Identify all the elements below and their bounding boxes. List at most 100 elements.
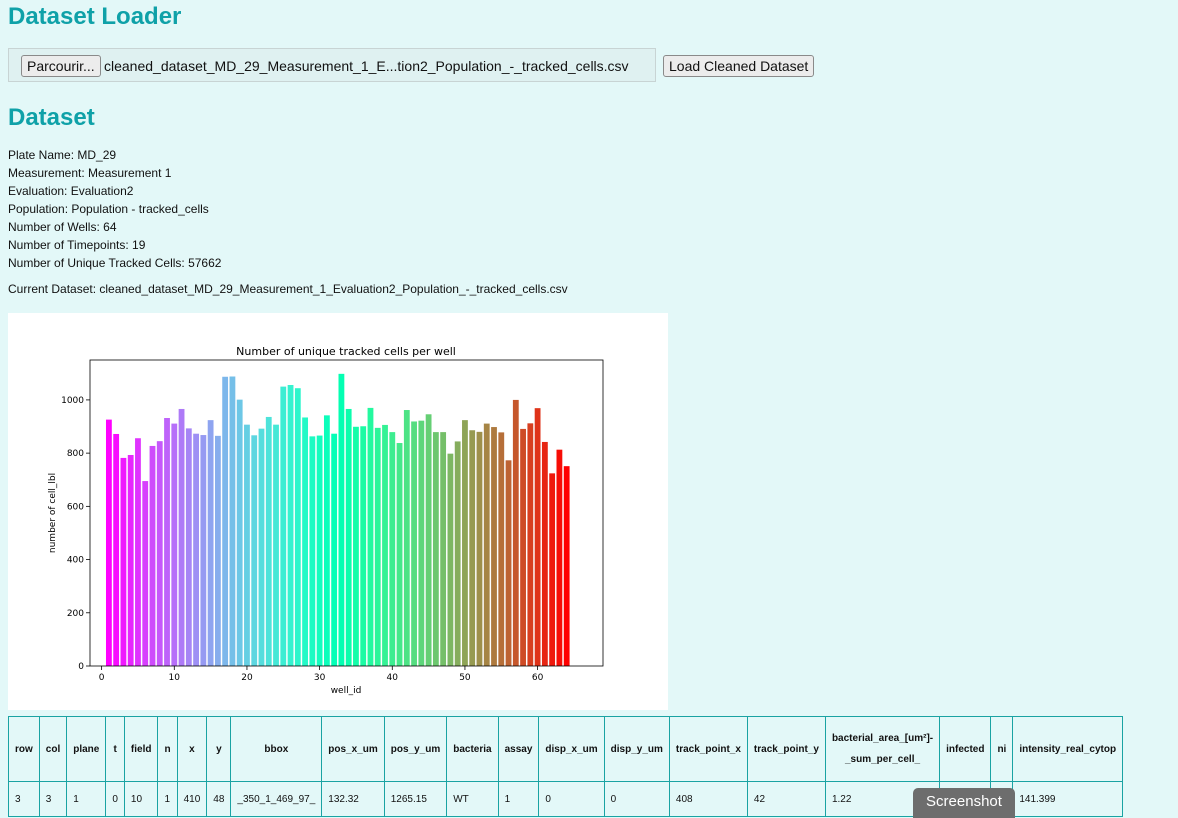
x-tick-label: 0 [99, 673, 105, 683]
x-tick-label: 60 [532, 673, 544, 683]
table-cell: 1265.15 [383, 781, 448, 817]
column-header: infected [939, 716, 992, 782]
bar-well-60 [534, 408, 541, 666]
column-header: pos_x_um [321, 716, 385, 782]
bar-well-12 [185, 428, 192, 666]
bar-well-63 [556, 449, 563, 666]
bar-well-29 [309, 436, 316, 666]
table-cell: 3 [38, 781, 68, 817]
bar-well-55 [498, 432, 505, 666]
bar-well-57 [512, 399, 519, 666]
bar-well-7 [149, 445, 156, 666]
bar-well-32 [331, 433, 338, 666]
bar-well-53 [483, 423, 490, 666]
bar-well-40 [389, 432, 396, 666]
column-header: col [38, 716, 68, 782]
bar-well-28 [302, 417, 308, 666]
plate-name: Plate Name: MD_29 [8, 148, 117, 162]
table-cell: 1 [497, 781, 540, 817]
bar-well-37 [367, 407, 374, 666]
selected-file-name: cleaned_dataset_MD_29_Measurement_1_E...… [104, 58, 629, 74]
bar-well-5 [135, 438, 141, 666]
bar-well-41 [396, 443, 403, 666]
bar-well-43 [411, 421, 417, 666]
column-header: track_point_x [668, 716, 748, 782]
table-cell: 1 [66, 781, 107, 817]
x-tick-label: 50 [459, 673, 471, 683]
table-cell: 408 [668, 781, 748, 817]
y-axis-label: number of cell_lbl [48, 473, 58, 553]
bar-well-35 [353, 426, 359, 666]
y-tick-label: 800 [67, 449, 84, 459]
bar-well-31 [323, 415, 330, 666]
bar-well-45 [425, 414, 432, 666]
table-cell: 0 [105, 781, 125, 817]
column-header: disp_y_um [603, 716, 670, 782]
bar-well-24 [273, 424, 279, 666]
bar-well-14 [200, 435, 207, 666]
bar-chart: Number of unique tracked cells per well … [48, 345, 604, 696]
y-tick-label: 400 [67, 556, 84, 566]
bar-well-15 [207, 420, 214, 666]
column-header: pos_y_um [383, 716, 448, 782]
bar-well-18 [229, 376, 236, 666]
bar-well-54 [491, 427, 497, 666]
table-cell: WT [446, 781, 499, 817]
plot-frame [89, 359, 604, 667]
table-cell: 48 [206, 781, 232, 817]
current-dataset: Current Dataset: cleaned_dataset_MD_29_M… [8, 282, 568, 296]
bar-well-36 [360, 426, 367, 666]
bar-well-25 [280, 386, 287, 666]
column-header: plane [66, 716, 107, 782]
column-header: ni [990, 716, 1014, 782]
x-tick-label: 30 [314, 673, 326, 683]
bar-well-58 [520, 428, 526, 666]
column-header: bacteria [446, 716, 499, 782]
column-header: x [176, 716, 208, 782]
bar-well-20 [244, 424, 250, 666]
bar-well-16 [214, 435, 221, 666]
bar-well-13 [193, 433, 199, 666]
column-header: disp_x_um [538, 716, 605, 782]
table-cell: 410 [176, 781, 208, 817]
y-tick-label: 1000 [61, 396, 84, 406]
column-header: t [105, 716, 125, 782]
column-header: intensity_real_cytop [1012, 716, 1124, 782]
column-header: n [157, 716, 178, 782]
table-header-row: row col plane t field n x y bbox pos_x_um pos_y_um… [8, 716, 1124, 782]
bar-well-61 [541, 441, 548, 666]
evaluation: Evaluation: Evaluation2 [8, 184, 134, 198]
screenshot-toast[interactable]: Screenshot [913, 788, 1015, 818]
table-cell: 0 [603, 781, 670, 817]
y-tick-label: 600 [67, 502, 84, 512]
load-dataset-button[interactable]: Load Cleaned Dataset [663, 55, 815, 77]
bar-well-21 [251, 435, 258, 666]
table-cell: 0 [538, 781, 605, 817]
bar-well-1 [105, 419, 112, 666]
table-cell: 10 [123, 781, 159, 817]
loader-title: Dataset Loader [8, 3, 182, 30]
bar-well-59 [527, 423, 534, 666]
bar-well-23 [265, 416, 272, 666]
bar-well-11 [178, 408, 185, 666]
measurement: Measurement: Measurement 1 [8, 166, 172, 180]
bar-well-6 [142, 481, 149, 666]
column-header: field [123, 716, 159, 782]
bar-well-26 [287, 385, 294, 666]
column-header: assay [497, 716, 540, 782]
browse-button[interactable]: Parcourir... [21, 55, 101, 77]
bar-well-17 [222, 376, 229, 666]
column-header: track_point_y [746, 716, 826, 782]
bar-well-3 [120, 457, 127, 666]
bar-well-2 [113, 433, 120, 666]
chart-image: Number of unique tracked cells per well … [8, 313, 668, 710]
bar-well-52 [476, 431, 483, 666]
file-input[interactable]: Parcourir... cleaned_dataset_MD_29_Measu… [8, 48, 656, 82]
column-header: bbox [230, 716, 323, 782]
table-cell: 1 [157, 781, 178, 817]
population: Population: Population - tracked_cells [8, 202, 209, 216]
x-axis-label: well_id [331, 686, 362, 696]
bar-well-9 [164, 418, 170, 666]
bar-well-22 [258, 428, 265, 666]
column-header: bacterial_area_[um²]- _sum_per_cell_ [824, 716, 941, 782]
